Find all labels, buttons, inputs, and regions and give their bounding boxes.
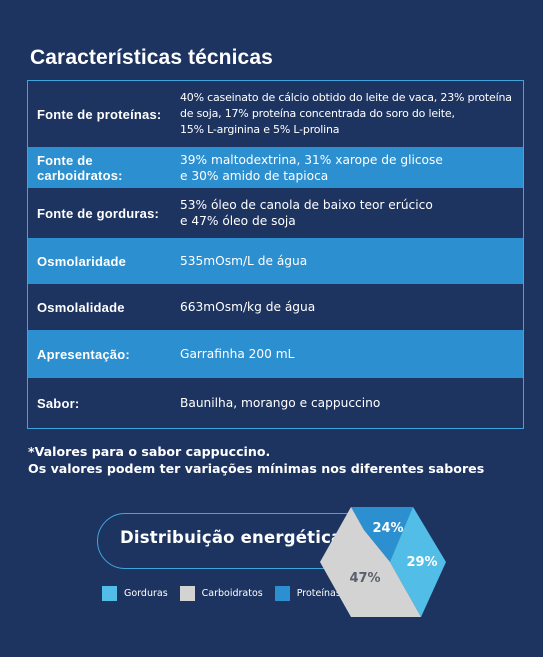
spec-value-line: 535mOsm/L de água (180, 254, 308, 268)
spec-value: 39% maltodextrina, 31% xarope de glicose… (180, 152, 523, 184)
spec-row-carbohydrates: Fonte de carboidratos: 39% maltodextrina… (28, 147, 523, 188)
spec-value-line: 39% maltodextrina, 31% xarope de glicose (180, 152, 443, 167)
spec-value-line: 15% L-arginina e 5% L-prolina (180, 123, 340, 136)
spec-value-line: e 30% amido de tapioca (180, 168, 329, 183)
legend-swatch (102, 586, 117, 601)
specs-table: Fonte de proteínas: 40% caseinato de cál… (27, 80, 524, 429)
legend-label: Carboidratos (201, 588, 263, 599)
segment-carbohydrates (320, 507, 421, 617)
spec-row-proteins: Fonte de proteínas: 40% caseinato de cál… (28, 81, 523, 147)
energy-title: Distribuição energética (120, 528, 343, 547)
legend-item-proteins: Proteínas (274, 586, 341, 601)
spec-row-flavor: Sabor: Baunilha, morango e cappuccino (28, 378, 523, 428)
spec-value: 53% óleo de canola de baixo teor erúcico… (180, 197, 523, 229)
spec-row-presentation: Apresentação: Garrafinha 200 mL (28, 330, 523, 378)
spec-value-line: e 47% óleo de soja (180, 214, 296, 228)
legend-item-fats: Gorduras (102, 586, 168, 601)
spec-value-line: Garrafinha 200 mL (180, 347, 295, 361)
footnotes: *Valores para o sabor cappuccino. Os val… (28, 443, 484, 477)
spec-value: 40% caseinato de cálcio obtido do leite … (180, 90, 523, 138)
segment-fats (390, 507, 446, 617)
spec-value: 535mOsm/L de água (180, 253, 523, 269)
spec-label: Osmolalidade (37, 299, 125, 315)
footnote-line: *Valores para o sabor cappuccino. (28, 444, 271, 459)
spec-label: Apresentação: (37, 346, 130, 362)
spec-label: Fonte de gorduras: (37, 205, 160, 221)
spec-label: Fonte de carboidratos: (37, 152, 123, 183)
spec-value-line: Baunilha, morango e cappuccino (180, 396, 381, 410)
legend-swatch (179, 586, 195, 601)
legend-swatch (274, 586, 290, 601)
spec-label: Osmolaridade (37, 253, 127, 269)
spec-value-line: 53% óleo de canola de baixo teor erúcico (180, 198, 433, 212)
spec-label: Fonte de proteínas: (37, 106, 162, 122)
segment-label-carbohydrates: 47% (349, 571, 380, 586)
spec-row-osmolarity: Osmolaridade 535mOsm/L de água (28, 238, 523, 284)
legend-label: Gorduras (124, 588, 168, 599)
spec-value-line: 663mOsm/kg de água (180, 300, 316, 314)
spec-value: Baunilha, morango e cappuccino (180, 395, 523, 411)
spec-value-line: de soja, 17% proteína concentrada do sor… (180, 107, 455, 120)
legend-label: Proteínas (296, 588, 341, 599)
segment-label-fats: 29% (406, 555, 437, 570)
spec-value: Garrafinha 200 mL (180, 346, 523, 362)
footnote-line: Os valores podem ter variações mínimas n… (28, 461, 485, 476)
spec-row-fats: Fonte de gorduras: 53% óleo de canola de… (28, 188, 523, 238)
page-title: Características técnicas (30, 46, 273, 69)
energy-hexagon-chart: 24% 29% 47% (320, 507, 446, 617)
energy-legend: Gorduras Carboidratos Proteínas (102, 586, 353, 601)
spec-value: 663mOsm/kg de água (180, 299, 523, 315)
spec-row-osmolality: Osmolalidade 663mOsm/kg de água (28, 284, 523, 330)
legend-item-carbohydrates: Carboidratos (179, 586, 263, 601)
spec-value-line: 40% caseinato de cálcio obtido do leite … (180, 91, 512, 104)
spec-label: Sabor: (37, 395, 80, 411)
segment-label-proteins: 24% (372, 521, 403, 536)
